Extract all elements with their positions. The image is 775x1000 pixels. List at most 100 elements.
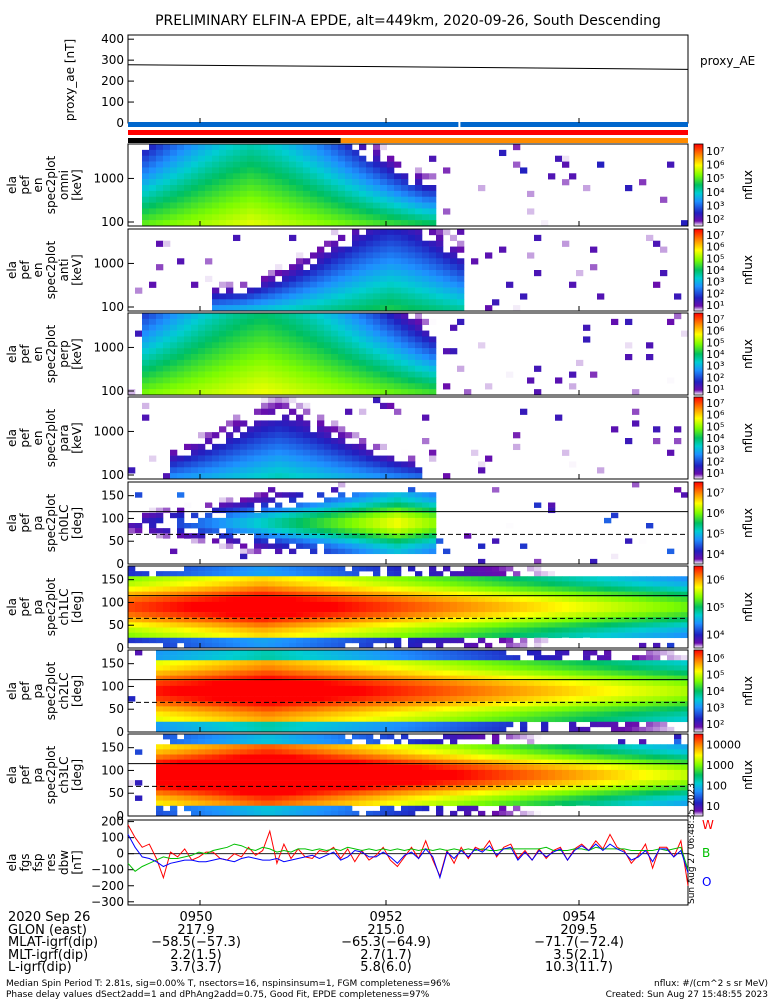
spectrogram-cell [569,706,577,712]
spectrogram-cell [247,596,255,603]
spectrogram-cell [310,566,318,572]
spectrogram-cell [366,596,374,603]
spectrogram-cell [380,523,388,529]
spectrogram-cell [450,716,458,723]
spectrogram-cell [156,749,164,755]
spectrogram-cell [226,354,234,361]
spectrogram-cell [338,354,346,361]
spectrogram-cell [373,258,381,265]
spectrogram-cell [135,632,143,639]
spectrogram-cell [366,670,374,676]
spectrogram-cell [373,264,381,271]
spectrogram-cell [275,220,283,227]
spectrogram-cell [275,492,283,498]
spectrogram-cell [282,155,290,162]
spectrogram-cell [317,528,325,534]
spectrogram-cell [387,330,395,337]
spectrogram-cell [352,497,360,503]
spectrogram-cell [177,721,185,728]
spectrogram-cell [135,571,143,577]
spectrogram-cell [289,287,297,294]
spectrogram-cell [149,173,157,180]
spectrogram-cell [177,711,185,717]
spectrogram-cell [527,377,535,384]
spectrogram-cell [324,293,332,300]
spectrogram-cell [513,711,521,717]
spectrogram-cell [247,202,255,209]
spectrogram-cell [359,455,367,462]
spectrogram-cell [163,601,171,608]
spec_pa_1-colorbar-label: nflux [741,592,755,622]
spectrogram-cell [583,336,591,343]
spectrogram-cell [366,591,374,598]
spectrogram-cell [611,696,619,702]
spectrogram-cell [142,190,150,198]
spectrogram-cell [485,650,493,656]
spectrogram-cell [485,627,493,633]
spectrogram-cell [317,281,325,288]
spectrogram-cell [527,607,535,613]
spectrogram-cell [177,716,185,723]
spectrogram-cell [415,517,423,524]
spectrogram-cell [233,670,241,676]
spectrogram-cell [373,596,381,603]
spectrogram-cell [513,601,521,608]
spectrogram-cell [366,512,374,519]
spectrogram-cell [373,612,381,618]
spectrogram-cell [254,397,262,404]
spectrogram-cell [422,581,430,587]
spectrogram-cell [471,607,479,613]
spectrogram-cell [331,612,339,618]
spectrogram-cell [667,617,675,623]
spectrogram-cell [282,270,290,277]
spectrogram-cell [177,155,185,162]
spectrogram-cell [184,800,192,807]
spectrogram-cell [639,601,647,608]
spectrogram-cell [401,190,409,198]
spectrogram-cell [303,313,311,320]
spectrogram-cell [219,591,227,598]
spectrogram-cell [191,167,199,174]
spectrogram-cell [604,581,612,587]
spectrogram-cell [562,179,570,186]
spectrogram-cell [597,627,605,633]
spectrogram-cell [198,377,206,384]
spectrogram-cell [303,622,311,628]
spectrogram-cell [345,342,353,349]
spectrogram-cell [380,467,388,474]
spectrogram-cell [233,473,241,480]
spectrogram-cell [296,680,304,687]
spectrogram-cell [387,185,395,192]
spectrogram-cell [534,637,542,644]
spectrogram-cell [317,473,325,480]
spectrogram-cell [443,581,451,587]
spectrogram-cell [156,795,164,801]
spectrogram-cell [415,670,423,676]
spectrogram-cell [177,190,185,198]
spectrogram-cell [422,711,430,717]
spectrogram-cell [562,240,570,247]
spectrogram-cell [198,318,206,326]
spectrogram-cell [268,149,276,157]
proxy-ae-series [127,64,689,70]
spectrogram-cell [422,214,430,221]
spectrogram-cell [408,281,416,288]
spectrogram-cell [387,632,395,639]
spectrogram-cell [394,571,402,577]
spectrogram-cell [653,607,661,613]
spectrogram-cell [639,591,647,598]
spectrogram-cell [268,517,276,524]
spectrogram-cell [219,365,227,372]
spectrogram-cell [429,220,437,227]
spectrogram-cell [303,701,311,707]
spectrogram-cell [310,270,318,277]
spec_pa_2-colorbar-tick: 10³ [706,701,724,714]
spectrogram-cell [681,586,689,592]
spectrogram-cell [275,675,283,682]
spectrogram-cell [331,696,339,702]
spectrogram-cell [184,389,192,396]
spectrogram-cell [366,377,374,384]
spectrogram-cell [387,533,395,539]
spectrogram-cell [261,566,269,572]
